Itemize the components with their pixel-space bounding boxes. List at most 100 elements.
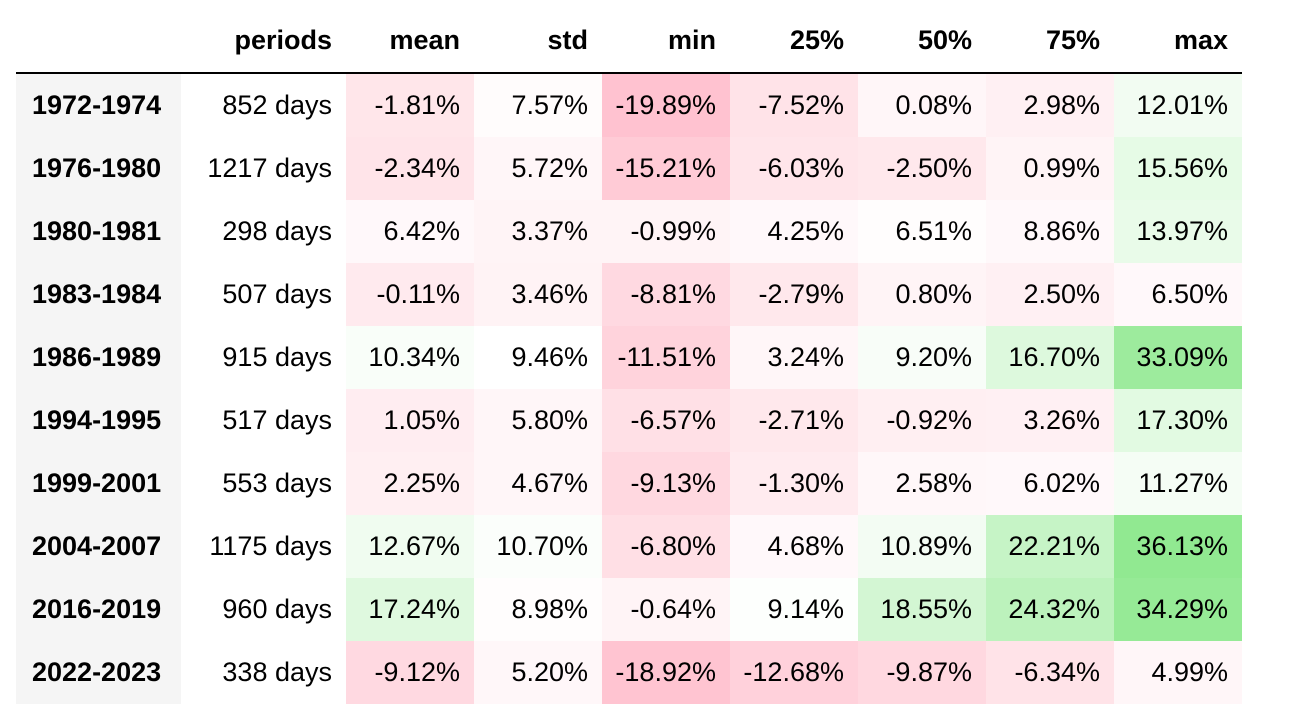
cell-periods: 517 days [181,389,346,452]
cell-min: -6.57% [602,389,730,452]
cell-max: 15.56% [1114,137,1242,200]
cell-max: 33.09% [1114,326,1242,389]
column-header-max: max [1114,8,1242,74]
cell-50: 10.89% [858,515,986,578]
cell-periods: 1175 days [181,515,346,578]
column-header-min: min [602,8,730,74]
cell-std: 7.57% [474,73,602,137]
cell-25: -2.71% [730,389,858,452]
column-header-75: 75% [986,8,1114,74]
cell-25: 9.14% [730,578,858,641]
cell-min: -11.51% [602,326,730,389]
row-label: 2004-2007 [16,515,181,578]
cell-50: -2.50% [858,137,986,200]
cell-periods: 507 days [181,263,346,326]
cell-max: 13.97% [1114,200,1242,263]
index-header [16,8,181,74]
cell-75: 2.98% [986,73,1114,137]
row-label: 1986-1989 [16,326,181,389]
cell-periods: 960 days [181,578,346,641]
cell-25: 4.25% [730,200,858,263]
table-header: periods mean std min 25% 50% 75% max [16,8,1242,74]
column-header-std: std [474,8,602,74]
cell-periods: 1217 days [181,137,346,200]
cell-75: 0.99% [986,137,1114,200]
cell-max: 6.50% [1114,263,1242,326]
cell-mean: 2.25% [346,452,474,515]
cell-50: 18.55% [858,578,986,641]
table-row: 1983-1984 507 days -0.11% 3.46% -8.81% -2.79%… [16,263,1242,326]
row-label: 1983-1984 [16,263,181,326]
cell-min: -19.89% [602,73,730,137]
cell-75: -6.34% [986,641,1114,704]
cell-max: 11.27% [1114,452,1242,515]
cell-periods: 298 days [181,200,346,263]
cell-25: -12.68% [730,641,858,704]
cell-25: -7.52% [730,73,858,137]
cell-25: 3.24% [730,326,858,389]
header-row: periods mean std min 25% 50% 75% max [16,8,1242,74]
table-row: 1986-1989 915 days 10.34% 9.46% -11.51% 3.24%… [16,326,1242,389]
cell-max: 34.29% [1114,578,1242,641]
cell-periods: 553 days [181,452,346,515]
cell-50: -9.87% [858,641,986,704]
table-row: 1972-1974 852 days -1.81% 7.57% -19.89% -7.52… [16,73,1242,137]
column-header-mean: mean [346,8,474,74]
cell-mean: 10.34% [346,326,474,389]
cell-periods: 852 days [181,73,346,137]
cell-25: -2.79% [730,263,858,326]
table-row: 1976-1980 1217 days -2.34% 5.72% -15.21% -6.0… [16,137,1242,200]
cell-50: -0.92% [858,389,986,452]
cell-periods: 915 days [181,326,346,389]
cell-max: 12.01% [1114,73,1242,137]
cell-std: 3.46% [474,263,602,326]
cell-min: -9.13% [602,452,730,515]
cell-min: -8.81% [602,263,730,326]
column-header-25: 25% [730,8,858,74]
cell-50: 9.20% [858,326,986,389]
cell-std: 4.67% [474,452,602,515]
cell-std: 3.37% [474,200,602,263]
cell-75: 16.70% [986,326,1114,389]
cell-mean: 17.24% [346,578,474,641]
row-label: 1994-1995 [16,389,181,452]
cell-75: 6.02% [986,452,1114,515]
table-body: 1972-1974 852 days -1.81% 7.57% -19.89% -7.52… [16,73,1242,704]
table-row: 1999-2001 553 days 2.25% 4.67% -9.13% -1.30% 2… [16,452,1242,515]
cell-std: 5.72% [474,137,602,200]
table-row: 2022-2023 338 days -9.12% 5.20% -18.92% -12.6… [16,641,1242,704]
cell-min: -18.92% [602,641,730,704]
table-row: 1994-1995 517 days 1.05% 5.80% -6.57% -2.71% -… [16,389,1242,452]
cell-std: 5.80% [474,389,602,452]
cell-50: 6.51% [858,200,986,263]
row-label: 1999-2001 [16,452,181,515]
cell-min: -0.64% [602,578,730,641]
row-label: 2022-2023 [16,641,181,704]
cell-50: 0.80% [858,263,986,326]
cell-25: -6.03% [730,137,858,200]
cell-50: 0.08% [858,73,986,137]
column-header-50: 50% [858,8,986,74]
cell-25: -1.30% [730,452,858,515]
cell-min: -15.21% [602,137,730,200]
cell-75: 3.26% [986,389,1114,452]
cell-75: 24.32% [986,578,1114,641]
cell-std: 8.98% [474,578,602,641]
cell-min: -0.99% [602,200,730,263]
cell-75: 8.86% [986,200,1114,263]
cell-75: 2.50% [986,263,1114,326]
cell-std: 9.46% [474,326,602,389]
row-label: 2016-2019 [16,578,181,641]
stats-table: periods mean std min 25% 50% 75% max 197… [16,8,1242,704]
cell-mean: 6.42% [346,200,474,263]
cell-mean: -1.81% [346,73,474,137]
cell-max: 36.13% [1114,515,1242,578]
cell-max: 17.30% [1114,389,1242,452]
table-row: 2004-2007 1175 days 12.67% 10.70% -6.80% 4.68… [16,515,1242,578]
cell-min: -6.80% [602,515,730,578]
cell-mean: -2.34% [346,137,474,200]
cell-std: 5.20% [474,641,602,704]
cell-mean: 12.67% [346,515,474,578]
cell-50: 2.58% [858,452,986,515]
cell-mean: -9.12% [346,641,474,704]
